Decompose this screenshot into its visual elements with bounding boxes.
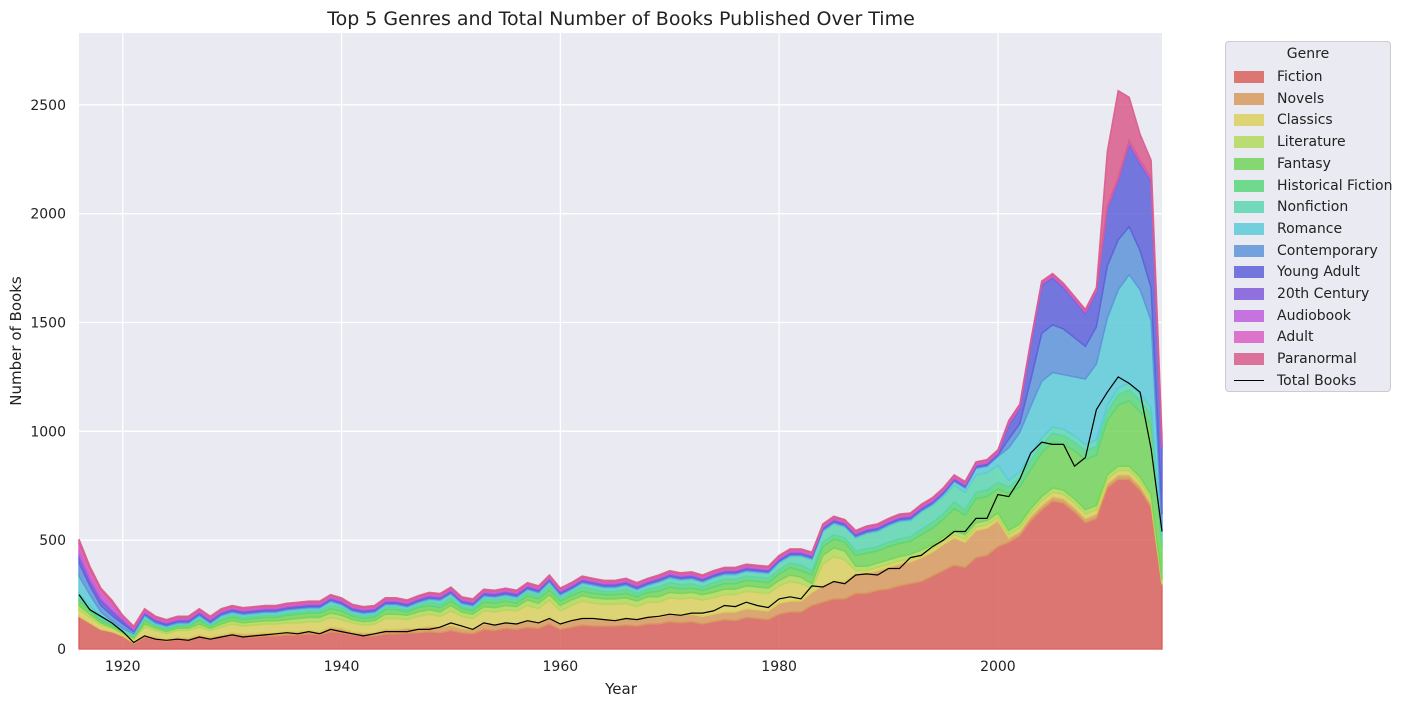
legend-item-classics: Classics: [1234, 110, 1333, 130]
y-tick-label: 2500: [30, 98, 66, 114]
legend-swatch: [1234, 92, 1264, 105]
legend-label: Nonfiction: [1277, 199, 1349, 216]
legend-swatch: [1234, 331, 1264, 344]
legend-label: Novels: [1277, 90, 1325, 107]
legend-swatch: [1234, 380, 1264, 382]
legend-label: Total Books: [1277, 372, 1357, 389]
legend-swatch: [1234, 266, 1264, 279]
x-tick-label: 1960: [543, 659, 579, 675]
legend-item-audiobook: Audiobook: [1234, 306, 1351, 326]
legend-swatch: [1234, 309, 1264, 322]
legend-swatch: [1234, 244, 1264, 257]
x-axis-label: Year: [604, 680, 638, 698]
legend-label: Historical Fiction: [1277, 177, 1393, 194]
legend-item-20th-century: 20th Century: [1234, 284, 1369, 304]
legend-label: 20th Century: [1277, 286, 1370, 302]
legend-item-total-books: Total Books: [1234, 371, 1356, 391]
legend-item-adult: Adult: [1234, 327, 1313, 347]
y-tick-label: 1000: [30, 424, 66, 440]
legend-item-historical-fiction: Historical Fiction: [1234, 176, 1392, 196]
legend-label: Audiobook: [1277, 307, 1351, 324]
legend-label: Fantasy: [1277, 155, 1331, 172]
legend-swatch: [1234, 136, 1264, 149]
legend-label: Paranormal: [1277, 351, 1357, 368]
y-axis-label: Number of Books: [7, 276, 25, 406]
legend-item-fiction: Fiction: [1234, 67, 1322, 87]
legend-item-fantasy: Fantasy: [1234, 154, 1331, 174]
tick-labels: 1920 1940 1960 1980 2000 0 500 1000 1500 2000 2500: [30, 98, 1015, 675]
legend-label: Romance: [1277, 220, 1343, 237]
legend-swatch: [1234, 71, 1264, 83]
legend-title: Genre: [1286, 46, 1330, 62]
legend-item-novels: Novels: [1234, 89, 1324, 109]
legend-item-nonfiction: Nonfiction: [1234, 197, 1348, 217]
legend-label: Literature: [1277, 134, 1346, 151]
x-tick-label: 1940: [324, 659, 360, 675]
legend-label: Fiction: [1277, 69, 1323, 85]
legend-label: Young Adult: [1277, 264, 1360, 281]
legend-item-romance: Romance: [1234, 219, 1342, 239]
chart-title: Top 5 Genres and Total Number of Books P…: [326, 8, 915, 30]
x-tick-label: 1920: [105, 659, 141, 675]
legend-swatch: [1234, 353, 1264, 366]
y-tick-label: 0: [57, 642, 66, 658]
area-paranormal: [78, 89, 1163, 629]
legend-swatch: [1234, 157, 1264, 170]
y-tick-label: 1500: [30, 315, 66, 331]
legend-swatch: [1234, 179, 1264, 192]
legend-label: Adult: [1277, 329, 1314, 346]
legend-swatch: [1234, 222, 1264, 235]
legend-swatch: [1234, 288, 1264, 300]
line-total-books: [78, 376, 1163, 644]
legend-item-young-adult: Young Adult: [1234, 262, 1360, 282]
legend: Genre Fiction Novels Classics Literature Fan…: [1225, 41, 1392, 392]
x-tick-label: 1980: [761, 659, 797, 675]
x-tick-label: 2000: [980, 659, 1016, 675]
legend-swatch: [1234, 114, 1264, 127]
legend-swatch: [1234, 201, 1264, 214]
total-line-layer: [78, 376, 1163, 644]
legend-item-contemporary: Contemporary: [1234, 241, 1378, 261]
legend-label: Contemporary: [1277, 242, 1378, 259]
y-tick-label: 500: [39, 533, 66, 549]
legend-item-paranormal: Paranormal: [1234, 349, 1357, 369]
legend-item-literature: Literature: [1234, 132, 1346, 152]
legend-label: Classics: [1277, 112, 1333, 129]
y-tick-label: 2000: [30, 207, 66, 223]
